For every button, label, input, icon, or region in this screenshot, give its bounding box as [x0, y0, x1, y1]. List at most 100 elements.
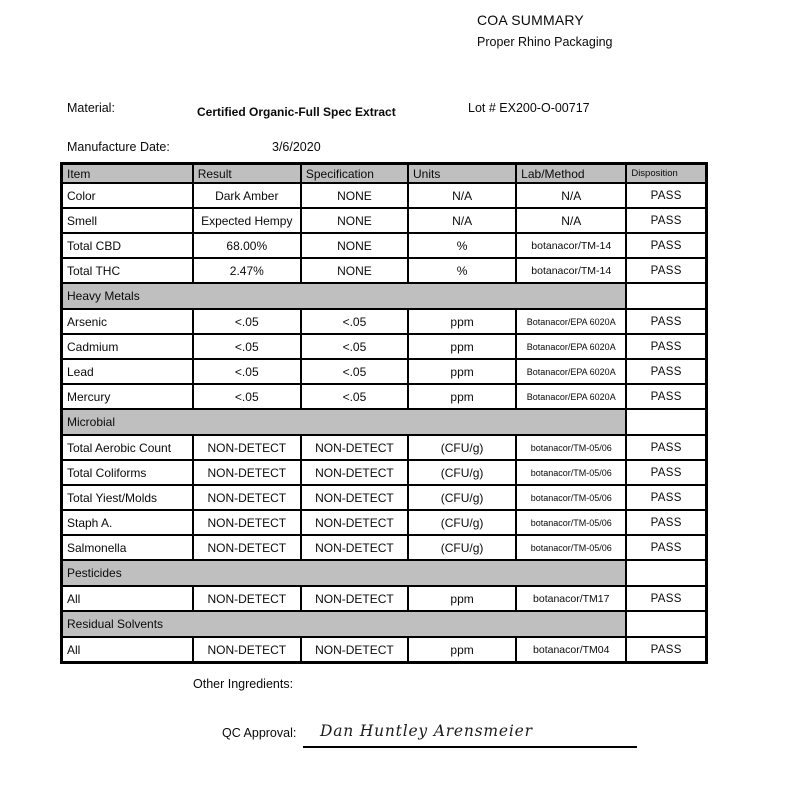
section-row: Heavy Metals	[60, 282, 708, 310]
cell-item: Total Coliforms	[60, 459, 194, 486]
column-header-item: Item	[60, 162, 194, 184]
section-disposition-empty-cell	[625, 408, 708, 436]
cell-item: Lead	[60, 358, 194, 385]
cell-lab-method: botanacor/TM17	[515, 585, 628, 612]
cell-item: Cadmium	[60, 333, 194, 360]
cell-units: N/A	[407, 182, 518, 209]
cell-lab-method: botanacor/TM-05/06	[515, 434, 628, 461]
cell-specification: NONE	[299, 257, 410, 284]
column-header-lab-method: Lab/Method	[515, 162, 628, 184]
qc-approval-label: QC Approval:	[222, 726, 297, 740]
cell-disposition: PASS	[625, 207, 708, 234]
cell-disposition: PASS	[625, 308, 708, 335]
section-title-cell: Heavy Metals	[60, 282, 628, 310]
cell-disposition: PASS	[625, 585, 708, 612]
cell-result: 2.47%	[191, 257, 302, 284]
cell-disposition: PASS	[625, 509, 708, 536]
material-value: Certified Organic-Full Spec Extract	[197, 105, 396, 119]
table-row: Total CBD 68.00% NONE% botanacor/TM-14 PASS	[60, 232, 708, 259]
cell-item: All	[60, 636, 194, 664]
cell-disposition: PASS	[625, 182, 708, 209]
cell-units: %	[407, 232, 518, 259]
cell-specification: <.05	[299, 308, 410, 335]
table-row: Staph A. NON-DETECT NON-DETECT (CFU/g) botan…	[60, 509, 708, 536]
cell-result: NON-DETECT	[191, 534, 302, 561]
cell-item: All	[60, 585, 194, 612]
qc-signature: Dan Huntley Arensmeier	[320, 722, 533, 740]
manufacture-date-label: Manufacture Date:	[67, 140, 170, 154]
section-row: Residual Solvents	[60, 610, 708, 638]
cell-lab-method: botanacor/TM04	[515, 636, 628, 664]
cell-lab-method: botanacor/TM-05/06	[515, 534, 628, 561]
document-subtitle: Proper Rhino Packaging	[477, 35, 613, 49]
cell-units: ppm	[407, 383, 518, 410]
table-row: Total THC 2.47% NONE% botanacor/TM-14 PASS	[60, 257, 708, 284]
cell-disposition: PASS	[625, 459, 708, 486]
cell-item: Staph A.	[60, 509, 194, 536]
cell-units: N/A	[407, 207, 518, 234]
cell-units: (CFU/g)	[407, 459, 518, 486]
cell-lab-method: botanacor/TM-05/06	[515, 459, 628, 486]
cell-result: 68.00%	[191, 232, 302, 259]
cell-specification: NON-DETECT	[299, 434, 410, 461]
column-header-disposition: Disposition	[625, 162, 708, 184]
cell-units: (CFU/g)	[407, 484, 518, 511]
section-disposition-empty-cell	[625, 282, 708, 310]
table-header-row: Item Result Specification Units Lab/Method Di…	[60, 162, 708, 184]
section-title-cell: Microbial	[60, 408, 628, 436]
cell-lab-method: botanacor/TM-05/06	[515, 509, 628, 536]
table-row: Color Dark Amber NONE N/A N/A PASS	[60, 182, 708, 209]
cell-result: NON-DETECT	[191, 484, 302, 511]
cell-lab-method: Botanacor/EPA 6020A	[515, 308, 628, 335]
section-title-cell: Residual Solvents	[60, 610, 628, 638]
coa-results-table: Item Result Specification Units Lab/Method Di…	[60, 162, 708, 664]
cell-disposition: PASS	[625, 383, 708, 410]
table-row: Total Aerobic Count NON-DETECT NON-DETECT(…	[60, 434, 708, 461]
cell-specification: NONE	[299, 232, 410, 259]
material-label: Material:	[67, 101, 115, 115]
cell-units: ppm	[407, 358, 518, 385]
cell-disposition: PASS	[625, 484, 708, 511]
cell-result: NON-DETECT	[191, 434, 302, 461]
cell-lab-method: Botanacor/EPA 6020A	[515, 383, 628, 410]
table-row: All NON-DETECT NON-DETECT ppm botanacor/TM04…	[60, 636, 708, 664]
table-row: Mercury <.05 <.05 ppm Botanacor/EPA 6020A PAS…	[60, 383, 708, 410]
cell-units: ppm	[407, 636, 518, 664]
cell-disposition: PASS	[625, 257, 708, 284]
cell-specification: <.05	[299, 333, 410, 360]
cell-item: Total THC	[60, 257, 194, 284]
cell-units: (CFU/g)	[407, 534, 518, 561]
cell-item: Total CBD	[60, 232, 194, 259]
section-row: Microbial	[60, 408, 708, 436]
cell-lab-method: Botanacor/EPA 6020A	[515, 333, 628, 360]
cell-result: <.05	[191, 308, 302, 335]
cell-units: %	[407, 257, 518, 284]
cell-result: NON-DETECT	[191, 585, 302, 612]
cell-disposition: PASS	[625, 534, 708, 561]
section-disposition-empty-cell	[625, 559, 708, 587]
other-ingredients-label: Other Ingredients:	[193, 677, 294, 691]
cell-item: Arsenic	[60, 308, 194, 335]
cell-item: Mercury	[60, 383, 194, 410]
cell-disposition: PASS	[625, 333, 708, 360]
cell-result: Expected Hempy	[191, 207, 302, 234]
cell-item: Total Yiest/Molds	[60, 484, 194, 511]
table-row: Cadmium <.05 <.05 ppm Botanacor/EPA 6020A PAS…	[60, 333, 708, 360]
table-row: Total Coliforms NON-DETECT NON-DETECT (CFU/…	[60, 459, 708, 486]
coa-table-body: Item Result Specification Units Lab/Method Di…	[60, 162, 708, 664]
cell-specification: NON-DETECT	[299, 509, 410, 536]
table-row: Smell Expected Hempy NONE N/A N/A PASS	[60, 207, 708, 234]
cell-result: NON-DETECT	[191, 636, 302, 664]
cell-units: (CFU/g)	[407, 509, 518, 536]
cell-units: ppm	[407, 333, 518, 360]
document-title: COA SUMMARY	[477, 12, 584, 28]
cell-lab-method: Botanacor/EPA 6020A	[515, 358, 628, 385]
table-row: Lead <.05 <.05 ppm Botanacor/EPA 6020A PASS	[60, 358, 708, 385]
cell-specification: NON-DETECT	[299, 484, 410, 511]
cell-disposition: PASS	[625, 358, 708, 385]
cell-result: NON-DETECT	[191, 509, 302, 536]
cell-units: ppm	[407, 308, 518, 335]
cell-specification: NONE	[299, 182, 410, 209]
cell-lab-method: botanacor/TM-05/06	[515, 484, 628, 511]
cell-lab-method: botanacor/TM-14	[515, 257, 628, 284]
